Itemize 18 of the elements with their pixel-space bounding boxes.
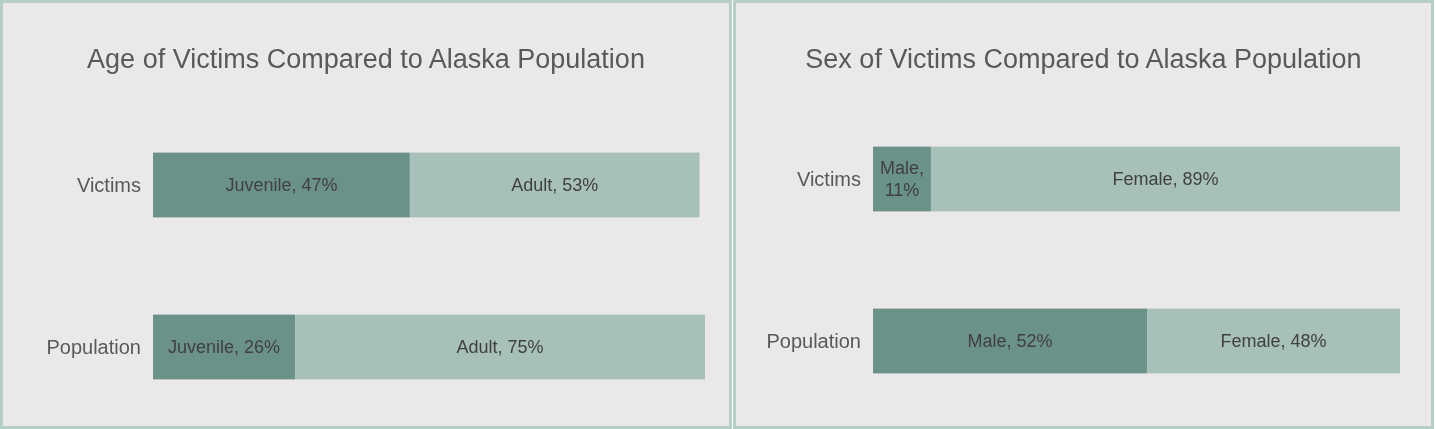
data-label: Juvenile, 26% (168, 337, 281, 357)
bar (409, 152, 700, 218)
data-label: Adult, 53% (511, 175, 599, 195)
bar (295, 314, 705, 380)
y-tick-label: Victims (76, 174, 141, 196)
data-label: Male, 52% (967, 331, 1053, 351)
bar (153, 314, 296, 380)
data-label: Juvenile, 47% (225, 175, 338, 195)
chart-title: Sex of Victims Compared to Alaska Population (805, 44, 1362, 74)
y-tick-label: Population (766, 330, 861, 352)
data-label: Female, 89% (1112, 169, 1219, 189)
data-label: Adult, 75% (456, 337, 544, 357)
data-label: Male, 11% (879, 158, 924, 200)
y-tick-label: Population (46, 336, 141, 358)
y-tick-label: Victims (796, 168, 861, 190)
bar (153, 152, 410, 218)
chart-title: Age of Victims Compared to Alaska Population (87, 44, 645, 74)
data-label: Female, 48% (1220, 331, 1327, 351)
